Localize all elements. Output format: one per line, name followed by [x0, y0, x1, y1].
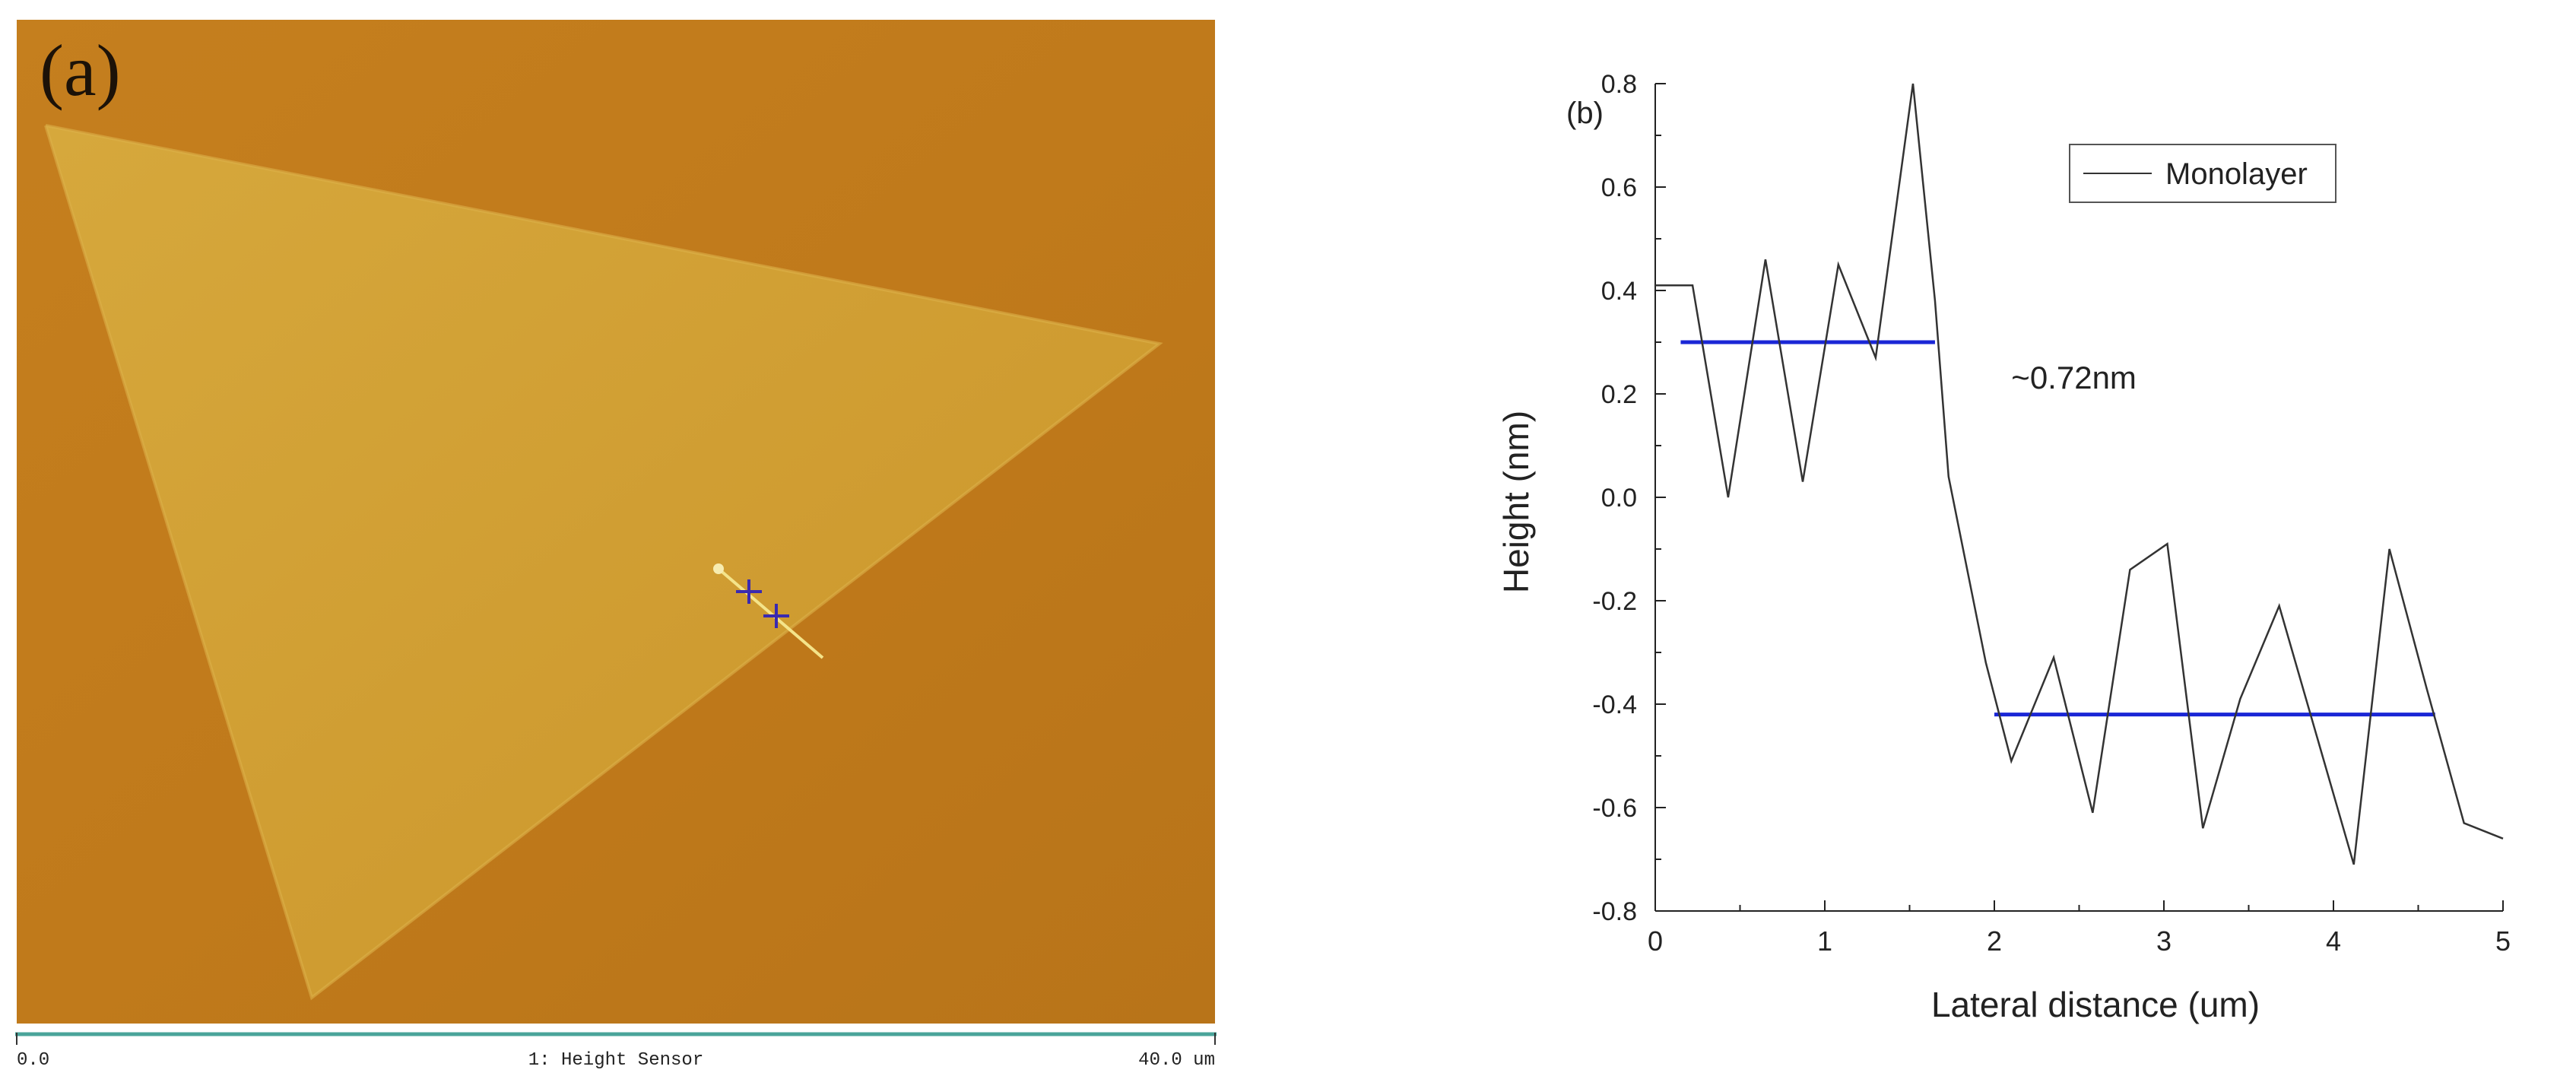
x-tick-label: 3: [2156, 925, 2172, 957]
y-tick-label: 0.0: [1601, 484, 1637, 513]
chart-ticks: 0 1 2 3 4 5 0.8 0.6 0.4 0.2 0.0 -0.2 -0.4 -0.6 -0.8: [1592, 70, 2511, 957]
afm-image-svg: (a) 0.0 1: Height Sensor 40.0 um: [15, 20, 1217, 1071]
y-tick-label: -0.4: [1592, 690, 1637, 719]
step-height-annotation: ~0.72nm: [2011, 360, 2137, 395]
y-tick-label: -0.8: [1592, 897, 1637, 926]
x-tick-label: 2: [1987, 925, 2002, 957]
y-tick-label: -0.6: [1592, 794, 1637, 823]
x-tick-label: 5: [2495, 925, 2511, 957]
chart-series: [1655, 83, 2504, 865]
legend: Monolayer: [2069, 144, 2336, 203]
series-line-monolayer: [1655, 83, 2504, 865]
y-tick-label: 0.2: [1601, 380, 1637, 409]
cursor-cross-2: [763, 604, 789, 628]
triangular-flake: [46, 125, 1160, 998]
profile-line: [717, 567, 824, 659]
panel-a-label: (a): [40, 30, 121, 111]
y-tick-label: 0.4: [1601, 277, 1637, 306]
cursor-cross-1: [736, 579, 762, 604]
scale-end-label: 40.0 um: [1138, 1050, 1215, 1071]
y-tick-label: 0.6: [1601, 173, 1637, 202]
y-tick-label: -0.2: [1592, 587, 1637, 616]
chart-axes: [1654, 84, 2503, 912]
y-tick-label: 0.8: [1601, 70, 1637, 99]
legend-label-monolayer: Monolayer: [2165, 157, 2308, 191]
x-axis-label: Lateral distance (um): [1931, 985, 2260, 1024]
reference-lines: [1680, 340, 2435, 717]
scale-start-label: 0.0: [17, 1050, 49, 1071]
afm-image-panel: (a) 0.0 1: Height Sensor 40.0 um: [0, 0, 1232, 1072]
x-tick-label: 1: [1817, 925, 1832, 957]
profile-start-marker: [713, 563, 724, 574]
panel-b-label: (b): [1566, 97, 1604, 130]
scale-title-label: 1: Height Sensor: [528, 1050, 703, 1071]
height-profile-panel: 0 1 2 3 4 5 0.8 0.6 0.4 0.2 0.0 -0.2 -0.4 -0.6 -0.8 (b…: [1475, 0, 2576, 1072]
flake-edge: [44, 124, 1163, 1001]
x-tick-label: 0: [1648, 925, 1663, 957]
x-tick-label: 4: [2326, 925, 2341, 957]
y-axis-label: Height (nm): [1496, 411, 1536, 593]
height-profile-chart: 0 1 2 3 4 5 0.8 0.6 0.4 0.2 0.0 -0.2 -0.4 -0.6 -0.8 (b…: [1496, 70, 2511, 1024]
